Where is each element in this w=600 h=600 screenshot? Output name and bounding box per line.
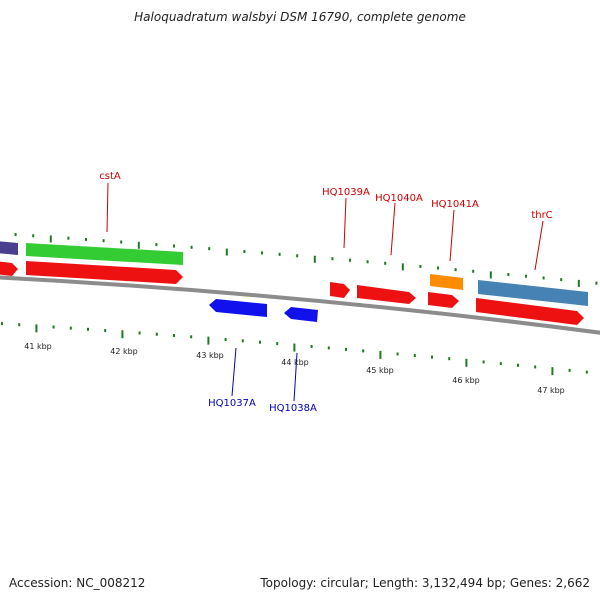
outer-tick-marks bbox=[14, 233, 598, 287]
cds-arrow-thrc[interactable] bbox=[476, 298, 584, 325]
forward-strand-features bbox=[0, 241, 588, 325]
gene-arrow-hq1037a[interactable] bbox=[209, 299, 267, 317]
gene-bar-csta[interactable] bbox=[26, 243, 183, 265]
label-line-hq1039a bbox=[343, 197, 347, 249]
cds-arrow-csta[interactable] bbox=[26, 261, 183, 284]
label-line-thrc bbox=[534, 220, 544, 271]
label-line-hq1037a bbox=[231, 347, 237, 397]
reverse-strand-features bbox=[209, 299, 318, 322]
gene-bar-purple[interactable] bbox=[0, 241, 18, 255]
kbp-label: 46 kbp bbox=[452, 376, 480, 385]
kbp-label: 47 kbp bbox=[537, 386, 565, 395]
kbp-label: 43 kbp bbox=[196, 351, 224, 360]
kbp-label: 41 kbp bbox=[24, 342, 52, 351]
gene-label-csta[interactable]: cstA bbox=[99, 171, 121, 182]
genome-summary: Topology: circular; Length: 3,132,494 bp… bbox=[260, 576, 590, 590]
gene-label-hq1039a[interactable]: HQ1039A bbox=[322, 187, 370, 198]
genome-backbone bbox=[0, 275, 600, 335]
genome-title: Haloquadratum walsbyi DSM 16790, complet… bbox=[134, 10, 466, 24]
label-line-hq1038a bbox=[293, 352, 298, 402]
forward-gene-labels: cstA HQ1039A HQ1040A HQ1041A thrC bbox=[99, 171, 553, 271]
cds-arrow-hq1039a[interactable] bbox=[330, 282, 350, 298]
cds-arrow-hq1040a[interactable] bbox=[357, 285, 416, 304]
accession-label: Accession: NC_008212 bbox=[9, 576, 146, 590]
inner-tick-marks bbox=[1, 322, 588, 376]
gene-arrow-hq1038a[interactable] bbox=[284, 307, 318, 322]
gene-label-thrc[interactable]: thrC bbox=[531, 210, 552, 221]
kbp-tick-labels: 41 kbp 42 kbp 43 kbp 44 kbp 45 kbp 46 kbp 47 k… bbox=[24, 342, 565, 395]
cds-arrow[interactable] bbox=[0, 261, 18, 276]
kbp-label: 44 kbp bbox=[281, 358, 309, 367]
kbp-label: 42 kbp bbox=[110, 347, 138, 356]
gene-bar-hq1041a[interactable] bbox=[430, 274, 463, 290]
gene-label-hq1037a[interactable]: HQ1037A bbox=[208, 398, 256, 409]
kbp-label: 45 kbp bbox=[366, 366, 394, 375]
reverse-gene-labels: HQ1037A HQ1038A bbox=[208, 347, 317, 414]
gene-label-hq1041a[interactable]: HQ1041A bbox=[431, 199, 479, 210]
cds-arrow-hq1041a[interactable] bbox=[428, 292, 459, 308]
gene-label-hq1038a[interactable]: HQ1038A bbox=[269, 403, 317, 414]
label-line-hq1040a bbox=[390, 202, 396, 256]
label-line-hq1041a bbox=[449, 209, 455, 262]
gene-label-hq1040a[interactable]: HQ1040A bbox=[375, 193, 423, 204]
label-line-csta bbox=[106, 182, 109, 233]
gene-bar-thrc[interactable] bbox=[478, 280, 588, 306]
